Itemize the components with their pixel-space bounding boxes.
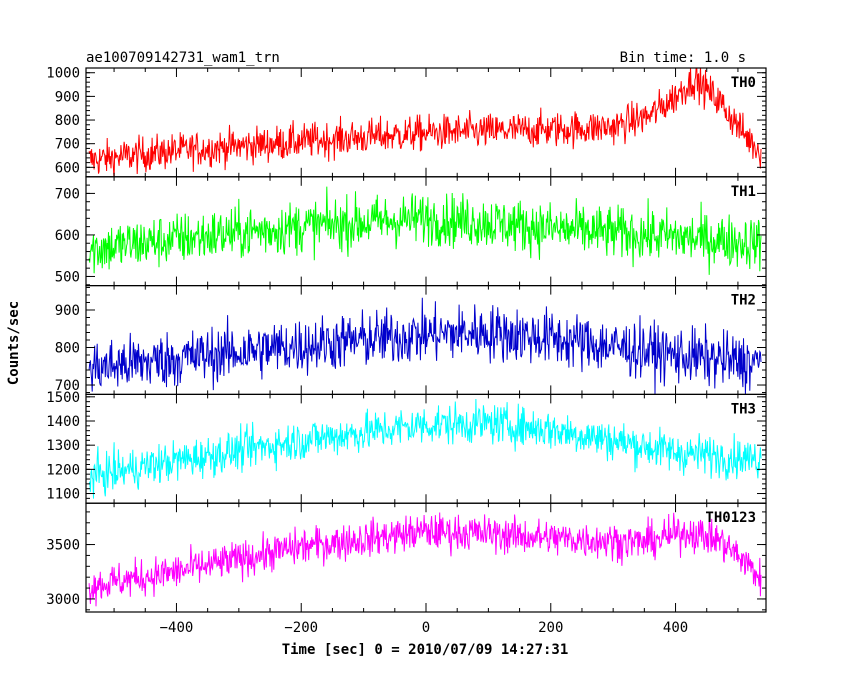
series-line-th0123 [88,512,762,607]
y-tick-label: 3500 [46,538,80,554]
panels-group: 600 700 800 900 1000 TH0 500 600 700 TH1 700 800 900… [46,66,767,613]
bin-time-label: Bin time: 1.0 s [620,50,746,66]
y-tick-label: 700 [55,378,80,394]
y-tick-label: 600 [55,228,80,244]
y-tick-label: 800 [55,113,80,129]
x-tick-label: 0 [422,620,430,636]
panel-th0123: 3000 3500 TH0123 [46,502,767,613]
y-tick-label: 600 [55,160,80,176]
panel-frame [85,393,767,504]
series-line-th1 [88,186,762,275]
y-tick-label: 700 [55,137,80,153]
panel-label: TH2 [731,293,756,309]
y-tick-label: 700 [55,186,80,202]
y-tick-label: 900 [55,303,80,319]
y-tick-label: 1300 [46,438,80,454]
x-axis: −400 −200 0 200 400 [160,620,689,636]
panel-label: TH0123 [705,510,756,526]
y-tick-label: 1400 [46,414,80,430]
panel-label: TH3 [731,401,756,417]
series-line-th2 [88,297,762,395]
x-tick-label: 200 [538,620,563,636]
y-tick-label: 3000 [46,592,80,608]
y-tick-label: 900 [55,89,80,105]
y-tick-label: 500 [55,269,80,285]
chart-title: ae100709142731_wam1_trn [86,50,280,66]
panel-th2: 700 800 900 TH2 [55,285,767,396]
y-tick-label: 1000 [46,66,80,82]
y-tick-label: 1200 [46,462,80,478]
series-line-th0 [88,68,762,177]
y-tick-label: 1100 [46,487,80,503]
x-tick-label: −400 [160,620,194,636]
x-tick-label: −200 [284,620,318,636]
panel-label: TH0 [731,75,756,91]
panel-th3: 1100 1200 1300 1400 1500 TH3 [46,390,767,504]
x-tick-label: 400 [663,620,688,636]
y-tick-label: 1500 [46,390,80,406]
y-axis-label: Counts/sec [6,301,22,385]
y-tick-label: 800 [55,341,80,357]
x-axis-label: Time [sec] 0 = 2010/07/09 14:27:31 [282,642,569,658]
panel-th1: 500 600 700 TH1 [55,176,767,287]
series-line-th3 [88,398,762,499]
panel-th0: 600 700 800 900 1000 TH0 [46,66,767,178]
panel-frame [85,67,767,178]
panel-label: TH1 [731,184,756,200]
